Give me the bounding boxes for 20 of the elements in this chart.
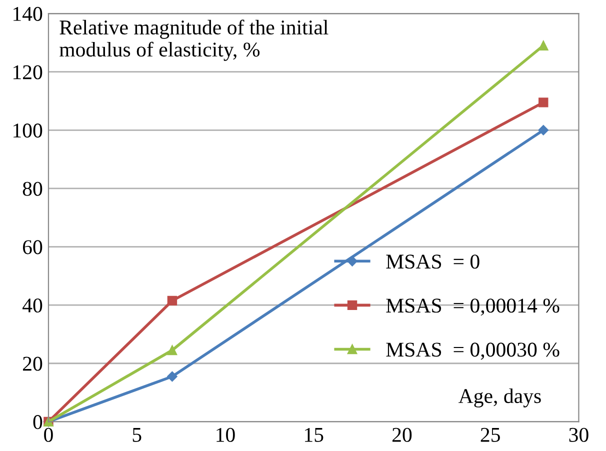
- y-tick-label: 20: [23, 356, 42, 371]
- legend-label: MSAS = 0,00014 %: [386, 298, 560, 316]
- x-tick-label: 30: [569, 428, 588, 442]
- x-tick-label: 10: [216, 428, 235, 442]
- y-axis-title: Relative magnitude of the initial modulus of elasticity, %: [60, 20, 328, 61]
- x-tick-label: 0: [44, 428, 53, 442]
- legend-label: MSAS = 0,00030 %: [386, 342, 560, 360]
- y-tick-label: 0: [33, 415, 42, 430]
- x-tick-label: 25: [480, 428, 500, 442]
- x-tick-label: 5: [132, 428, 142, 442]
- y-tick-label: 40: [22, 298, 42, 313]
- legend-label: MSAS = 0: [386, 254, 480, 269]
- x-tick-label: 20: [392, 428, 412, 442]
- x-axis-title: Age, days: [458, 388, 541, 408]
- y-tick-label: 60: [22, 240, 42, 254]
- y-tick-label: 80: [22, 182, 42, 196]
- y-tick-label: 120: [14, 65, 42, 80]
- y-tick-label: 140: [14, 6, 42, 21]
- y-tick-label: 100: [14, 124, 42, 138]
- x-tick-label: 15: [305, 428, 324, 442]
